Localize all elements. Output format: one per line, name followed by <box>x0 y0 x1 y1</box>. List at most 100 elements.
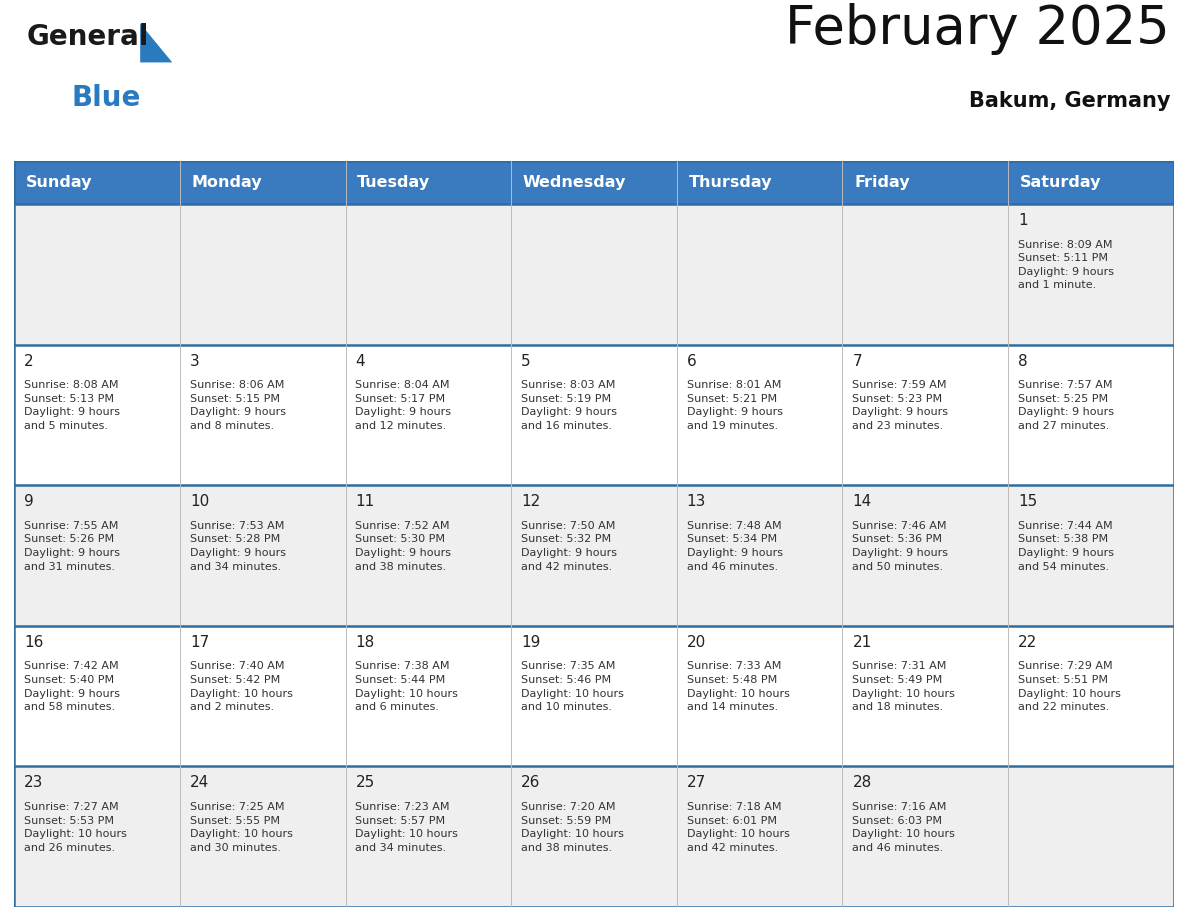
Text: February 2025: February 2025 <box>785 3 1170 55</box>
Text: 23: 23 <box>24 776 44 790</box>
Text: 22: 22 <box>1018 634 1037 650</box>
Text: 18: 18 <box>355 634 374 650</box>
Bar <box>346 626 511 767</box>
Text: Sunrise: 7:33 AM
Sunset: 5:48 PM
Daylight: 10 hours
and 14 minutes.: Sunrise: 7:33 AM Sunset: 5:48 PM Dayligh… <box>687 662 790 712</box>
Bar <box>14 626 179 767</box>
Text: Sunrise: 7:38 AM
Sunset: 5:44 PM
Daylight: 10 hours
and 6 minutes.: Sunrise: 7:38 AM Sunset: 5:44 PM Dayligh… <box>355 662 459 712</box>
Text: 7: 7 <box>853 353 862 368</box>
Text: 15: 15 <box>1018 494 1037 509</box>
Bar <box>511 344 677 485</box>
Text: 26: 26 <box>522 776 541 790</box>
Text: Sunrise: 7:35 AM
Sunset: 5:46 PM
Daylight: 10 hours
and 10 minutes.: Sunrise: 7:35 AM Sunset: 5:46 PM Dayligh… <box>522 662 624 712</box>
Bar <box>1009 161 1174 204</box>
Text: 6: 6 <box>687 353 696 368</box>
Text: Sunrise: 7:59 AM
Sunset: 5:23 PM
Daylight: 9 hours
and 23 minutes.: Sunrise: 7:59 AM Sunset: 5:23 PM Dayligh… <box>853 380 948 431</box>
Text: 28: 28 <box>853 776 872 790</box>
Bar <box>1009 626 1174 767</box>
Text: 16: 16 <box>24 634 44 650</box>
Bar <box>511 485 677 626</box>
Bar <box>1009 344 1174 485</box>
Bar <box>179 485 346 626</box>
Text: Friday: Friday <box>854 174 910 190</box>
Bar <box>14 344 179 485</box>
Text: 1: 1 <box>1018 213 1028 228</box>
Bar <box>677 626 842 767</box>
Text: 27: 27 <box>687 776 706 790</box>
Text: Sunrise: 8:04 AM
Sunset: 5:17 PM
Daylight: 9 hours
and 12 minutes.: Sunrise: 8:04 AM Sunset: 5:17 PM Dayligh… <box>355 380 451 431</box>
Text: Sunrise: 7:57 AM
Sunset: 5:25 PM
Daylight: 9 hours
and 27 minutes.: Sunrise: 7:57 AM Sunset: 5:25 PM Dayligh… <box>1018 380 1114 431</box>
Text: 3: 3 <box>190 353 200 368</box>
Text: Blue: Blue <box>71 84 140 112</box>
Bar <box>842 626 1009 767</box>
Bar <box>842 161 1009 204</box>
Text: Sunrise: 7:53 AM
Sunset: 5:28 PM
Daylight: 9 hours
and 34 minutes.: Sunrise: 7:53 AM Sunset: 5:28 PM Dayligh… <box>190 521 286 572</box>
Text: Sunrise: 7:16 AM
Sunset: 6:03 PM
Daylight: 10 hours
and 46 minutes.: Sunrise: 7:16 AM Sunset: 6:03 PM Dayligh… <box>853 802 955 853</box>
Bar <box>677 204 842 344</box>
Text: Sunrise: 8:08 AM
Sunset: 5:13 PM
Daylight: 9 hours
and 5 minutes.: Sunrise: 8:08 AM Sunset: 5:13 PM Dayligh… <box>24 380 120 431</box>
Bar <box>346 485 511 626</box>
Text: Wednesday: Wednesday <box>523 174 626 190</box>
Text: Sunrise: 7:48 AM
Sunset: 5:34 PM
Daylight: 9 hours
and 46 minutes.: Sunrise: 7:48 AM Sunset: 5:34 PM Dayligh… <box>687 521 783 572</box>
Text: Sunrise: 7:42 AM
Sunset: 5:40 PM
Daylight: 9 hours
and 58 minutes.: Sunrise: 7:42 AM Sunset: 5:40 PM Dayligh… <box>24 662 120 712</box>
Bar <box>677 344 842 485</box>
Text: Thursday: Thursday <box>688 174 772 190</box>
Text: 10: 10 <box>190 494 209 509</box>
Bar <box>511 767 677 907</box>
Bar <box>511 204 677 344</box>
Text: 19: 19 <box>522 634 541 650</box>
Bar <box>346 767 511 907</box>
Bar <box>346 161 511 204</box>
Text: 9: 9 <box>24 494 34 509</box>
Text: 4: 4 <box>355 353 365 368</box>
Text: 2: 2 <box>24 353 33 368</box>
Bar <box>842 204 1009 344</box>
Text: 11: 11 <box>355 494 374 509</box>
Bar <box>179 767 346 907</box>
Polygon shape <box>140 23 172 62</box>
Text: Tuesday: Tuesday <box>358 174 430 190</box>
Bar <box>179 204 346 344</box>
Bar <box>14 161 179 204</box>
Text: Sunrise: 7:40 AM
Sunset: 5:42 PM
Daylight: 10 hours
and 2 minutes.: Sunrise: 7:40 AM Sunset: 5:42 PM Dayligh… <box>190 662 292 712</box>
Text: Sunrise: 7:23 AM
Sunset: 5:57 PM
Daylight: 10 hours
and 34 minutes.: Sunrise: 7:23 AM Sunset: 5:57 PM Dayligh… <box>355 802 459 853</box>
Bar <box>179 344 346 485</box>
Text: 13: 13 <box>687 494 706 509</box>
Bar <box>1009 767 1174 907</box>
Bar <box>14 485 179 626</box>
Text: Sunrise: 7:18 AM
Sunset: 6:01 PM
Daylight: 10 hours
and 42 minutes.: Sunrise: 7:18 AM Sunset: 6:01 PM Dayligh… <box>687 802 790 853</box>
Text: 25: 25 <box>355 776 374 790</box>
Text: Sunrise: 8:09 AM
Sunset: 5:11 PM
Daylight: 9 hours
and 1 minute.: Sunrise: 8:09 AM Sunset: 5:11 PM Dayligh… <box>1018 240 1114 290</box>
Bar <box>677 767 842 907</box>
Text: 21: 21 <box>853 634 872 650</box>
Text: Sunrise: 7:46 AM
Sunset: 5:36 PM
Daylight: 9 hours
and 50 minutes.: Sunrise: 7:46 AM Sunset: 5:36 PM Dayligh… <box>853 521 948 572</box>
Text: Sunrise: 7:29 AM
Sunset: 5:51 PM
Daylight: 10 hours
and 22 minutes.: Sunrise: 7:29 AM Sunset: 5:51 PM Dayligh… <box>1018 662 1121 712</box>
Bar <box>677 161 842 204</box>
Bar <box>511 626 677 767</box>
Text: Monday: Monday <box>191 174 263 190</box>
Text: 14: 14 <box>853 494 872 509</box>
Bar <box>842 485 1009 626</box>
Bar <box>1009 485 1174 626</box>
Text: Bakum, Germany: Bakum, Germany <box>968 91 1170 110</box>
Text: Sunrise: 7:52 AM
Sunset: 5:30 PM
Daylight: 9 hours
and 38 minutes.: Sunrise: 7:52 AM Sunset: 5:30 PM Dayligh… <box>355 521 451 572</box>
Text: Saturday: Saturday <box>1019 174 1101 190</box>
Text: Sunrise: 7:27 AM
Sunset: 5:53 PM
Daylight: 10 hours
and 26 minutes.: Sunrise: 7:27 AM Sunset: 5:53 PM Dayligh… <box>24 802 127 853</box>
Text: 5: 5 <box>522 353 531 368</box>
Text: Sunrise: 7:31 AM
Sunset: 5:49 PM
Daylight: 10 hours
and 18 minutes.: Sunrise: 7:31 AM Sunset: 5:49 PM Dayligh… <box>853 662 955 712</box>
Text: 24: 24 <box>190 776 209 790</box>
Text: 8: 8 <box>1018 353 1028 368</box>
Bar <box>179 161 346 204</box>
Text: Sunrise: 8:03 AM
Sunset: 5:19 PM
Daylight: 9 hours
and 16 minutes.: Sunrise: 8:03 AM Sunset: 5:19 PM Dayligh… <box>522 380 617 431</box>
Bar <box>346 344 511 485</box>
Text: Sunday: Sunday <box>26 174 93 190</box>
Bar <box>677 485 842 626</box>
Text: 17: 17 <box>190 634 209 650</box>
Text: 20: 20 <box>687 634 706 650</box>
Text: 12: 12 <box>522 494 541 509</box>
Text: Sunrise: 7:20 AM
Sunset: 5:59 PM
Daylight: 10 hours
and 38 minutes.: Sunrise: 7:20 AM Sunset: 5:59 PM Dayligh… <box>522 802 624 853</box>
Bar <box>842 344 1009 485</box>
Text: Sunrise: 7:44 AM
Sunset: 5:38 PM
Daylight: 9 hours
and 54 minutes.: Sunrise: 7:44 AM Sunset: 5:38 PM Dayligh… <box>1018 521 1114 572</box>
Bar <box>511 161 677 204</box>
Text: Sunrise: 7:25 AM
Sunset: 5:55 PM
Daylight: 10 hours
and 30 minutes.: Sunrise: 7:25 AM Sunset: 5:55 PM Dayligh… <box>190 802 292 853</box>
Text: Sunrise: 8:01 AM
Sunset: 5:21 PM
Daylight: 9 hours
and 19 minutes.: Sunrise: 8:01 AM Sunset: 5:21 PM Dayligh… <box>687 380 783 431</box>
